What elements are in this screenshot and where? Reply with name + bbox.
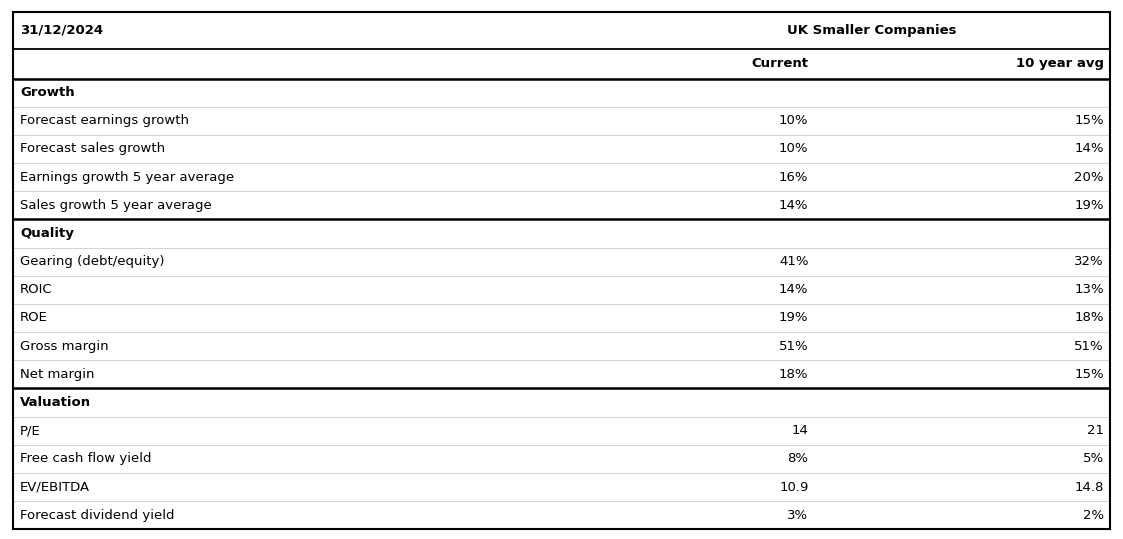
Text: 2%: 2% [1083, 509, 1104, 522]
Text: 15%: 15% [1075, 114, 1104, 127]
Text: ROIC: ROIC [20, 284, 53, 296]
Text: 14.8: 14.8 [1075, 481, 1104, 494]
Text: 15%: 15% [1075, 368, 1104, 381]
Text: 51%: 51% [779, 340, 809, 353]
Text: Valuation: Valuation [20, 396, 91, 409]
Text: Forecast earnings growth: Forecast earnings growth [20, 114, 189, 127]
Text: 5%: 5% [1083, 452, 1104, 465]
Text: Free cash flow yield: Free cash flow yield [20, 452, 152, 465]
Text: Net margin: Net margin [20, 368, 94, 381]
Text: ROE: ROE [20, 312, 48, 324]
Text: 19%: 19% [1075, 199, 1104, 212]
Text: 14%: 14% [779, 199, 809, 212]
Text: Current: Current [751, 57, 809, 70]
Text: Forecast sales growth: Forecast sales growth [20, 142, 165, 155]
Text: 10.9: 10.9 [779, 481, 809, 494]
Text: 32%: 32% [1075, 255, 1104, 268]
Text: 20%: 20% [1075, 171, 1104, 184]
Text: Gross margin: Gross margin [20, 340, 109, 353]
Text: 19%: 19% [779, 312, 809, 324]
Text: Gearing (debt/equity): Gearing (debt/equity) [20, 255, 165, 268]
Text: 14%: 14% [779, 284, 809, 296]
Text: 31/12/2024: 31/12/2024 [20, 24, 103, 37]
Text: 14: 14 [792, 424, 809, 437]
Text: 41%: 41% [779, 255, 809, 268]
Text: 13%: 13% [1075, 284, 1104, 296]
Text: Growth: Growth [20, 86, 75, 99]
Text: Quality: Quality [20, 227, 74, 240]
Text: Earnings growth 5 year average: Earnings growth 5 year average [20, 171, 235, 184]
Text: 8%: 8% [787, 452, 809, 465]
Text: UK Smaller Companies: UK Smaller Companies [787, 24, 957, 37]
Text: Forecast dividend yield: Forecast dividend yield [20, 509, 175, 522]
Text: 18%: 18% [779, 368, 809, 381]
Text: 10%: 10% [779, 114, 809, 127]
Text: 10 year avg: 10 year avg [1016, 57, 1104, 70]
Text: 14%: 14% [1075, 142, 1104, 155]
Text: 16%: 16% [779, 171, 809, 184]
Text: Sales growth 5 year average: Sales growth 5 year average [20, 199, 212, 212]
Text: 10%: 10% [779, 142, 809, 155]
Text: P/E: P/E [20, 424, 40, 437]
Text: 51%: 51% [1075, 340, 1104, 353]
Text: 18%: 18% [1075, 312, 1104, 324]
Text: 21: 21 [1087, 424, 1104, 437]
Text: EV/EBITDA: EV/EBITDA [20, 481, 90, 494]
Text: 3%: 3% [787, 509, 809, 522]
